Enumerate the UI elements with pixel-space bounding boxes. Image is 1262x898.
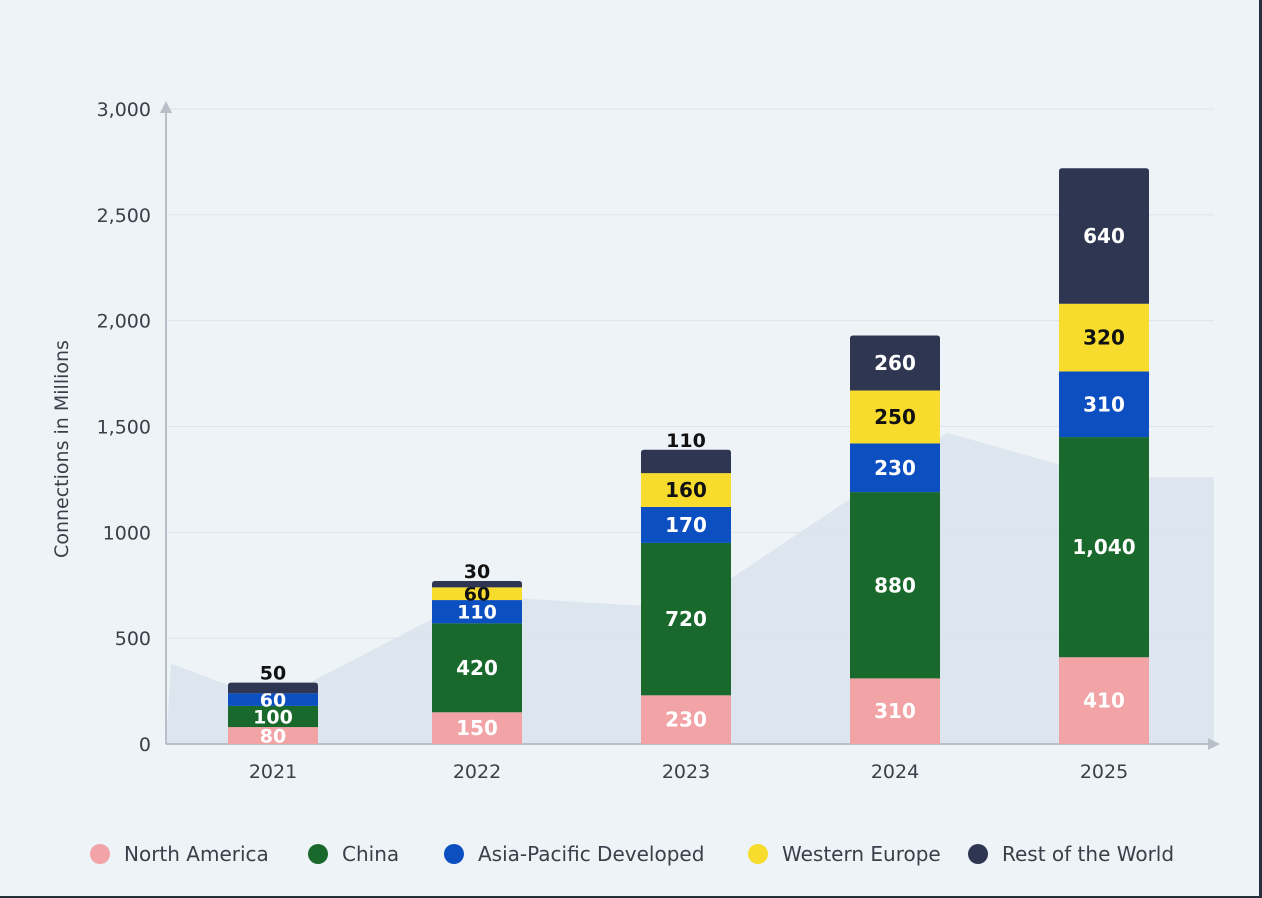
data-label: 250 bbox=[874, 405, 916, 429]
bar-segment bbox=[1059, 657, 1149, 744]
legend-item: Western Europe bbox=[748, 834, 941, 874]
legend-swatch-icon bbox=[748, 844, 768, 864]
legend-item: North America bbox=[90, 834, 269, 874]
bar-segment bbox=[641, 542, 731, 696]
bar-segment bbox=[228, 693, 318, 706]
window-edge-bottom bbox=[0, 896, 1262, 898]
x-tick-label: 2022 bbox=[453, 761, 501, 783]
bar-segment bbox=[850, 492, 940, 679]
bar-segment bbox=[432, 712, 522, 744]
legend-swatch-icon bbox=[968, 844, 988, 864]
window-edge-right bbox=[1259, 0, 1262, 898]
legend-item: Asia-Pacific Developed bbox=[444, 834, 704, 874]
bar-segment bbox=[228, 727, 318, 744]
data-label: 320 bbox=[1083, 326, 1125, 350]
bar-segment bbox=[850, 335, 940, 391]
bar-segment bbox=[641, 449, 731, 474]
data-label: 310 bbox=[1083, 392, 1125, 416]
data-label: 30 bbox=[464, 561, 490, 583]
y-tick-label: 2,000 bbox=[97, 311, 151, 333]
y-tick-label: 500 bbox=[115, 628, 151, 650]
legend-label: China bbox=[342, 842, 400, 866]
legend-label: Asia-Pacific Developed bbox=[478, 842, 705, 866]
bar-segment bbox=[641, 506, 731, 543]
data-label: 110 bbox=[457, 602, 497, 624]
data-label: 720 bbox=[665, 607, 707, 631]
data-label: 100 bbox=[253, 706, 293, 728]
y-tick-label: 0 bbox=[139, 734, 151, 756]
data-label: 880 bbox=[874, 573, 916, 597]
y-tick-label: 1,500 bbox=[97, 417, 151, 439]
legend-label: North America bbox=[124, 842, 269, 866]
legend-swatch-icon bbox=[444, 844, 464, 864]
data-label: 310 bbox=[874, 699, 916, 723]
x-axis-arrow bbox=[1208, 738, 1220, 750]
bar-segment bbox=[432, 600, 522, 624]
data-label: 60 bbox=[464, 584, 490, 606]
legend-label: Western Europe bbox=[782, 842, 941, 866]
legend-item: China bbox=[308, 834, 399, 874]
bar-segment bbox=[1059, 303, 1149, 372]
bar-segment bbox=[641, 695, 731, 744]
data-label: 50 bbox=[260, 663, 286, 685]
legend: North America China Asia-Pacific Developed… bbox=[0, 834, 1262, 874]
bar-segment bbox=[1059, 371, 1149, 438]
bar-segment bbox=[850, 390, 940, 444]
bar-segment bbox=[1059, 168, 1149, 304]
bar-segment bbox=[850, 443, 940, 493]
data-label: 260 bbox=[874, 351, 916, 375]
legend-label: Rest of the World bbox=[1002, 842, 1175, 866]
y-tick-label: 2,500 bbox=[97, 205, 151, 227]
background-area bbox=[166, 432, 1214, 744]
legend-item: Rest of the World bbox=[968, 834, 1174, 874]
data-label: 60 bbox=[260, 690, 286, 712]
data-label: 80 bbox=[260, 726, 286, 748]
bar-segment bbox=[1059, 437, 1149, 658]
x-tick-label: 2024 bbox=[871, 761, 919, 783]
y-tick-label: 1000 bbox=[103, 522, 151, 544]
bar-segment bbox=[228, 682, 318, 694]
data-label: 1,040 bbox=[1072, 535, 1135, 559]
bar-segment bbox=[432, 623, 522, 713]
data-label: 160 bbox=[665, 478, 707, 502]
bar-segment bbox=[228, 705, 318, 728]
bar-segment bbox=[432, 581, 522, 588]
data-label: 150 bbox=[456, 716, 498, 740]
y-axis-label: Connections in Millions bbox=[51, 340, 73, 558]
bar-segment bbox=[432, 587, 522, 601]
data-label: 110 bbox=[666, 430, 706, 452]
data-label: 170 bbox=[665, 513, 707, 537]
data-label: 230 bbox=[874, 456, 916, 480]
bar-segment bbox=[850, 678, 940, 744]
legend-swatch-icon bbox=[308, 844, 328, 864]
x-tick-label: 2025 bbox=[1080, 761, 1128, 783]
bar-segment bbox=[641, 473, 731, 507]
x-tick-label: 2021 bbox=[249, 761, 297, 783]
legend-swatch-icon bbox=[90, 844, 110, 864]
data-label: 420 bbox=[456, 656, 498, 680]
data-label: 230 bbox=[665, 708, 707, 732]
y-axis-arrow bbox=[160, 101, 172, 113]
y-tick-label: 3,000 bbox=[97, 99, 151, 121]
data-label: 410 bbox=[1083, 689, 1125, 713]
data-label: 640 bbox=[1083, 224, 1125, 248]
x-tick-label: 2023 bbox=[662, 761, 710, 783]
